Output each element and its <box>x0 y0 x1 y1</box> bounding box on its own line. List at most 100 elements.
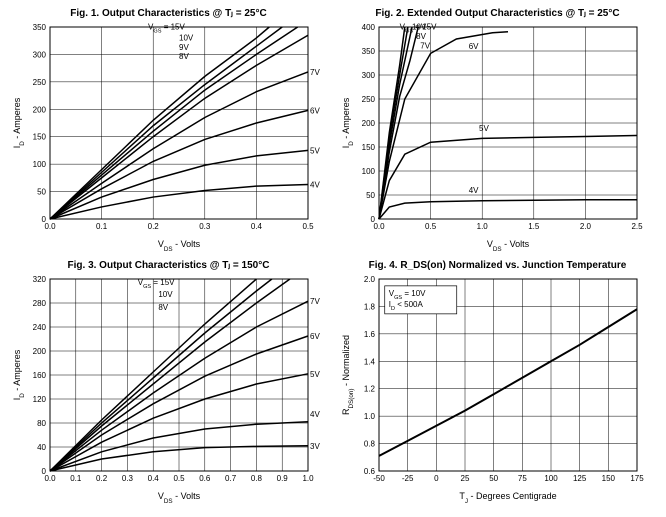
svg-text:0: 0 <box>42 215 47 224</box>
svg-text:0.8: 0.8 <box>251 474 263 483</box>
svg-text:10V: 10V <box>179 34 194 43</box>
svg-text:120: 120 <box>33 395 47 404</box>
svg-text:1.6: 1.6 <box>364 330 376 339</box>
svg-text:0.0: 0.0 <box>44 474 56 483</box>
svg-text:0.4: 0.4 <box>148 474 160 483</box>
svg-text:ID - Amperes: ID - Amperes <box>12 97 26 148</box>
svg-text:8V: 8V <box>158 303 168 312</box>
svg-text:0.1: 0.1 <box>70 474 82 483</box>
svg-text:200: 200 <box>33 105 47 114</box>
svg-text:4V: 4V <box>310 180 320 189</box>
svg-text:100: 100 <box>362 167 376 176</box>
svg-text:ID - Amperes: ID - Amperes <box>341 97 355 148</box>
fig2-panel: Fig. 2. Extended Output Characteristics … <box>337 8 658 256</box>
svg-text:160: 160 <box>33 371 47 380</box>
svg-text:1.5: 1.5 <box>528 222 540 231</box>
chart-grid: Fig. 1. Output Characteristics @ Tⱼ = 25… <box>8 8 658 508</box>
svg-text:0.0: 0.0 <box>373 222 385 231</box>
fig4-panel: Fig. 4. R_DS(on) Normalized vs. Junction… <box>337 260 658 508</box>
fig3-title: Fig. 3. Output Characteristics @ Tⱼ = 15… <box>8 260 329 271</box>
svg-text:5V: 5V <box>310 370 320 379</box>
fig4-svg: -50-2502550751001251501750.60.81.01.21.4… <box>337 273 657 503</box>
svg-text:VDS - Volts: VDS - Volts <box>158 491 201 503</box>
svg-text:2.0: 2.0 <box>580 222 592 231</box>
svg-text:125: 125 <box>573 474 587 483</box>
svg-text:100: 100 <box>544 474 558 483</box>
svg-text:6V: 6V <box>469 42 479 51</box>
svg-text:4V: 4V <box>469 186 479 195</box>
svg-text:0.3: 0.3 <box>199 222 211 231</box>
svg-text:175: 175 <box>630 474 644 483</box>
svg-text:9V: 9V <box>179 43 189 52</box>
svg-text:240: 240 <box>33 323 47 332</box>
fig2-svg: 0.0 0.5 1.0 1.5 2.0 2.5 0 50 100 150 200 250 300 350 4… <box>337 21 657 251</box>
svg-text:250: 250 <box>33 78 47 87</box>
svg-text:-25: -25 <box>402 474 414 483</box>
svg-text:0.6: 0.6 <box>364 467 376 476</box>
fig1-svg: 0.0 0.1 0.2 0.3 0.4 0.5 0 50 100 150 200 250 300 350 V… <box>8 21 328 251</box>
svg-text:8V: 8V <box>416 32 426 41</box>
svg-text:50: 50 <box>489 474 498 483</box>
svg-text:0.3: 0.3 <box>122 474 134 483</box>
svg-text:2.0: 2.0 <box>364 275 376 284</box>
svg-text:1.0: 1.0 <box>477 222 489 231</box>
svg-text:0.6: 0.6 <box>199 474 211 483</box>
fig4-title: Fig. 4. R_DS(on) Normalized vs. Junction… <box>337 260 658 271</box>
svg-text:0.1: 0.1 <box>96 222 108 231</box>
fig1-title: Fig. 1. Output Characteristics @ Tⱼ = 25… <box>8 8 329 19</box>
svg-text:4V: 4V <box>310 410 320 419</box>
svg-text:200: 200 <box>362 119 376 128</box>
svg-text:350: 350 <box>362 47 376 56</box>
svg-text:25: 25 <box>461 474 470 483</box>
svg-text:300: 300 <box>33 50 47 59</box>
svg-text:1.8: 1.8 <box>364 302 376 311</box>
svg-text:6V: 6V <box>310 106 320 115</box>
svg-text:0.5: 0.5 <box>302 222 314 231</box>
svg-text:10V: 10V <box>412 22 427 31</box>
svg-text:350: 350 <box>33 23 47 32</box>
svg-text:80: 80 <box>37 419 46 428</box>
svg-text:0.5: 0.5 <box>425 222 437 231</box>
svg-text:2.5: 2.5 <box>631 222 643 231</box>
svg-text:VGS = 15V: VGS = 15V <box>138 278 175 290</box>
svg-text:TJ - Degrees Centigrade: TJ - Degrees Centigrade <box>459 491 556 503</box>
svg-text:250: 250 <box>362 95 376 104</box>
svg-text:0: 0 <box>371 215 376 224</box>
svg-text:150: 150 <box>362 143 376 152</box>
svg-text:280: 280 <box>33 299 47 308</box>
svg-text:50: 50 <box>366 191 375 200</box>
svg-text:8V: 8V <box>179 52 189 61</box>
svg-text:5V: 5V <box>310 146 320 155</box>
svg-text:1.2: 1.2 <box>364 385 376 394</box>
svg-text:0.0: 0.0 <box>44 222 56 231</box>
svg-text:0: 0 <box>42 467 47 476</box>
svg-text:0.8: 0.8 <box>364 440 376 449</box>
svg-text:VDS - Volts: VDS - Volts <box>158 239 201 251</box>
svg-text:0.2: 0.2 <box>96 474 108 483</box>
svg-text:ID - Amperes: ID - Amperes <box>12 349 26 400</box>
svg-text:150: 150 <box>602 474 616 483</box>
svg-text:50: 50 <box>37 188 46 197</box>
svg-text:0.9: 0.9 <box>277 474 289 483</box>
svg-text:75: 75 <box>518 474 527 483</box>
svg-text:150: 150 <box>33 133 47 142</box>
svg-text:1.4: 1.4 <box>364 357 376 366</box>
svg-text:7V: 7V <box>310 68 320 77</box>
svg-text:0.2: 0.2 <box>148 222 160 231</box>
svg-text:5V: 5V <box>479 124 489 133</box>
svg-text:0.7: 0.7 <box>225 474 237 483</box>
svg-text:3V: 3V <box>310 442 320 451</box>
fig3-svg: 0.00.10.20.30.40.50.60.70.80.91.00408012… <box>8 273 328 503</box>
svg-text:1.0: 1.0 <box>302 474 314 483</box>
svg-text:300: 300 <box>362 71 376 80</box>
svg-text:RDS(on) - Normalized: RDS(on) - Normalized <box>341 335 355 415</box>
svg-text:6V: 6V <box>310 332 320 341</box>
svg-text:7V: 7V <box>310 297 320 306</box>
svg-text:0.4: 0.4 <box>251 222 263 231</box>
fig3-panel: Fig. 3. Output Characteristics @ Tⱼ = 15… <box>8 260 329 508</box>
svg-text:7V: 7V <box>420 42 430 51</box>
svg-text:100: 100 <box>33 160 47 169</box>
fig2-title: Fig. 2. Extended Output Characteristics … <box>337 8 658 19</box>
svg-text:VDS - Volts: VDS - Volts <box>487 239 530 251</box>
fig1-panel: Fig. 1. Output Characteristics @ Tⱼ = 25… <box>8 8 329 256</box>
